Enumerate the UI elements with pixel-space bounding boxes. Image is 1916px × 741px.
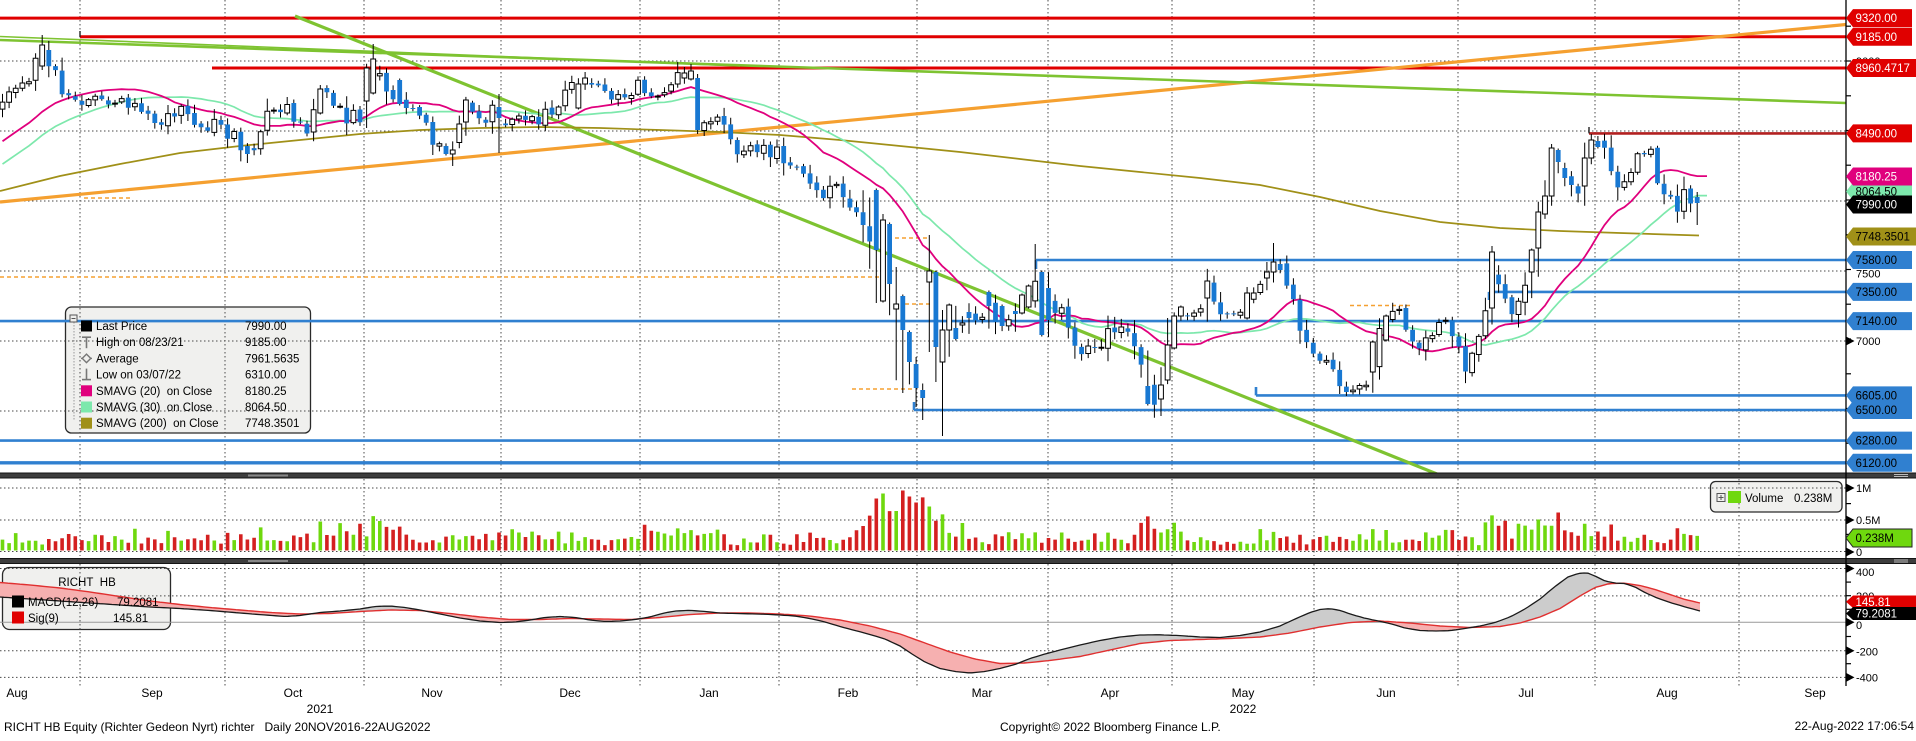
svg-text:Dec: Dec	[559, 686, 580, 700]
svg-text:7500: 7500	[1856, 269, 1880, 281]
svg-text:6120.00: 6120.00	[1856, 458, 1898, 470]
svg-text:RICHT HB Equity (Richter Gedeo: RICHT HB Equity (Richter Gedeon Nyrt) ri…	[4, 720, 431, 734]
svg-text:Sep: Sep	[1804, 686, 1826, 700]
svg-text:Sig(9): Sig(9)	[28, 613, 59, 625]
svg-text:Copyright© 2022 Bloomberg Fina: Copyright© 2022 Bloomberg Finance L.P.	[1000, 720, 1221, 734]
svg-text:7748.3501: 7748.3501	[245, 418, 299, 430]
svg-text:SMAVG (20) on Close: SMAVG (20) on Close	[96, 386, 212, 398]
svg-text:79.2081: 79.2081	[117, 597, 159, 609]
svg-text:8064.50: 8064.50	[245, 402, 287, 414]
svg-text:Jun: Jun	[1376, 686, 1395, 700]
svg-text:7140.00: 7140.00	[1856, 316, 1898, 328]
svg-text:8180.25: 8180.25	[245, 386, 287, 398]
svg-text:0.238M: 0.238M	[1856, 533, 1894, 545]
svg-text:RICHT HB: RICHT HB	[58, 577, 116, 589]
svg-text:8490.00: 8490.00	[1856, 128, 1898, 140]
svg-text:Sep: Sep	[141, 686, 163, 700]
svg-text:Low on 03/07/22: Low on 03/07/22	[96, 370, 181, 382]
svg-text:6500.00: 6500.00	[1856, 405, 1898, 417]
svg-text:Nov: Nov	[421, 686, 442, 700]
svg-text:7000: 7000	[1856, 336, 1880, 348]
svg-text:SMAVG (30) on Close: SMAVG (30) on Close	[96, 402, 212, 414]
svg-text:8180.25: 8180.25	[1856, 172, 1898, 184]
svg-text:7990.00: 7990.00	[1856, 200, 1898, 212]
svg-text:Aug: Aug	[1656, 686, 1677, 700]
svg-text:MACD(12,26): MACD(12,26)	[28, 597, 98, 609]
svg-text:9185.00: 9185.00	[245, 337, 287, 349]
svg-text:6280.00: 6280.00	[1856, 436, 1898, 448]
svg-text:6605.00: 6605.00	[1856, 390, 1898, 402]
svg-text:8960.4717: 8960.4717	[1856, 63, 1910, 75]
svg-text:145.81: 145.81	[1856, 597, 1891, 609]
svg-text:400: 400	[1856, 567, 1874, 579]
svg-text:2021: 2021	[307, 702, 334, 716]
svg-text:Aug: Aug	[6, 686, 27, 700]
svg-text:0.5M: 0.5M	[1856, 515, 1880, 527]
svg-text:Feb: Feb	[838, 686, 859, 700]
svg-text:SMAVG (200) on Close: SMAVG (200) on Close	[96, 418, 219, 430]
svg-text:Mar: Mar	[972, 686, 993, 700]
svg-text:6310.00: 6310.00	[245, 370, 287, 382]
svg-text:Apr: Apr	[1101, 686, 1120, 700]
svg-text:7350.00: 7350.00	[1856, 287, 1898, 299]
svg-text:-200: -200	[1856, 647, 1878, 659]
svg-text:9185.00: 9185.00	[1856, 32, 1898, 44]
svg-text:-400: -400	[1856, 673, 1878, 685]
svg-text:22-Aug-2022 17:06:54: 22-Aug-2022 17:06:54	[1795, 719, 1915, 733]
svg-text:Average: Average	[96, 353, 139, 365]
svg-text:7580.00: 7580.00	[1856, 255, 1898, 267]
svg-text:Volume: Volume	[1745, 493, 1783, 505]
svg-text:0: 0	[1856, 547, 1862, 559]
svg-text:9320.00: 9320.00	[1856, 13, 1898, 25]
svg-text:1M: 1M	[1856, 483, 1871, 495]
svg-text:Jan: Jan	[699, 686, 718, 700]
svg-text:May: May	[1232, 686, 1255, 700]
svg-text:High on 08/23/21: High on 08/23/21	[96, 337, 184, 349]
svg-text:7990.00: 7990.00	[245, 321, 287, 333]
svg-text:79.2081: 79.2081	[1856, 609, 1898, 621]
svg-text:145.81: 145.81	[113, 613, 148, 625]
svg-text:0.238M: 0.238M	[1794, 493, 1832, 505]
svg-text:0: 0	[1856, 620, 1862, 632]
svg-text:7961.5635: 7961.5635	[245, 353, 299, 365]
svg-text:Jul: Jul	[1518, 686, 1533, 700]
svg-text:2022: 2022	[1230, 702, 1257, 716]
svg-text:Oct: Oct	[284, 686, 303, 700]
svg-text:7748.3501: 7748.3501	[1856, 232, 1910, 244]
svg-text:Last Price: Last Price	[96, 321, 147, 333]
